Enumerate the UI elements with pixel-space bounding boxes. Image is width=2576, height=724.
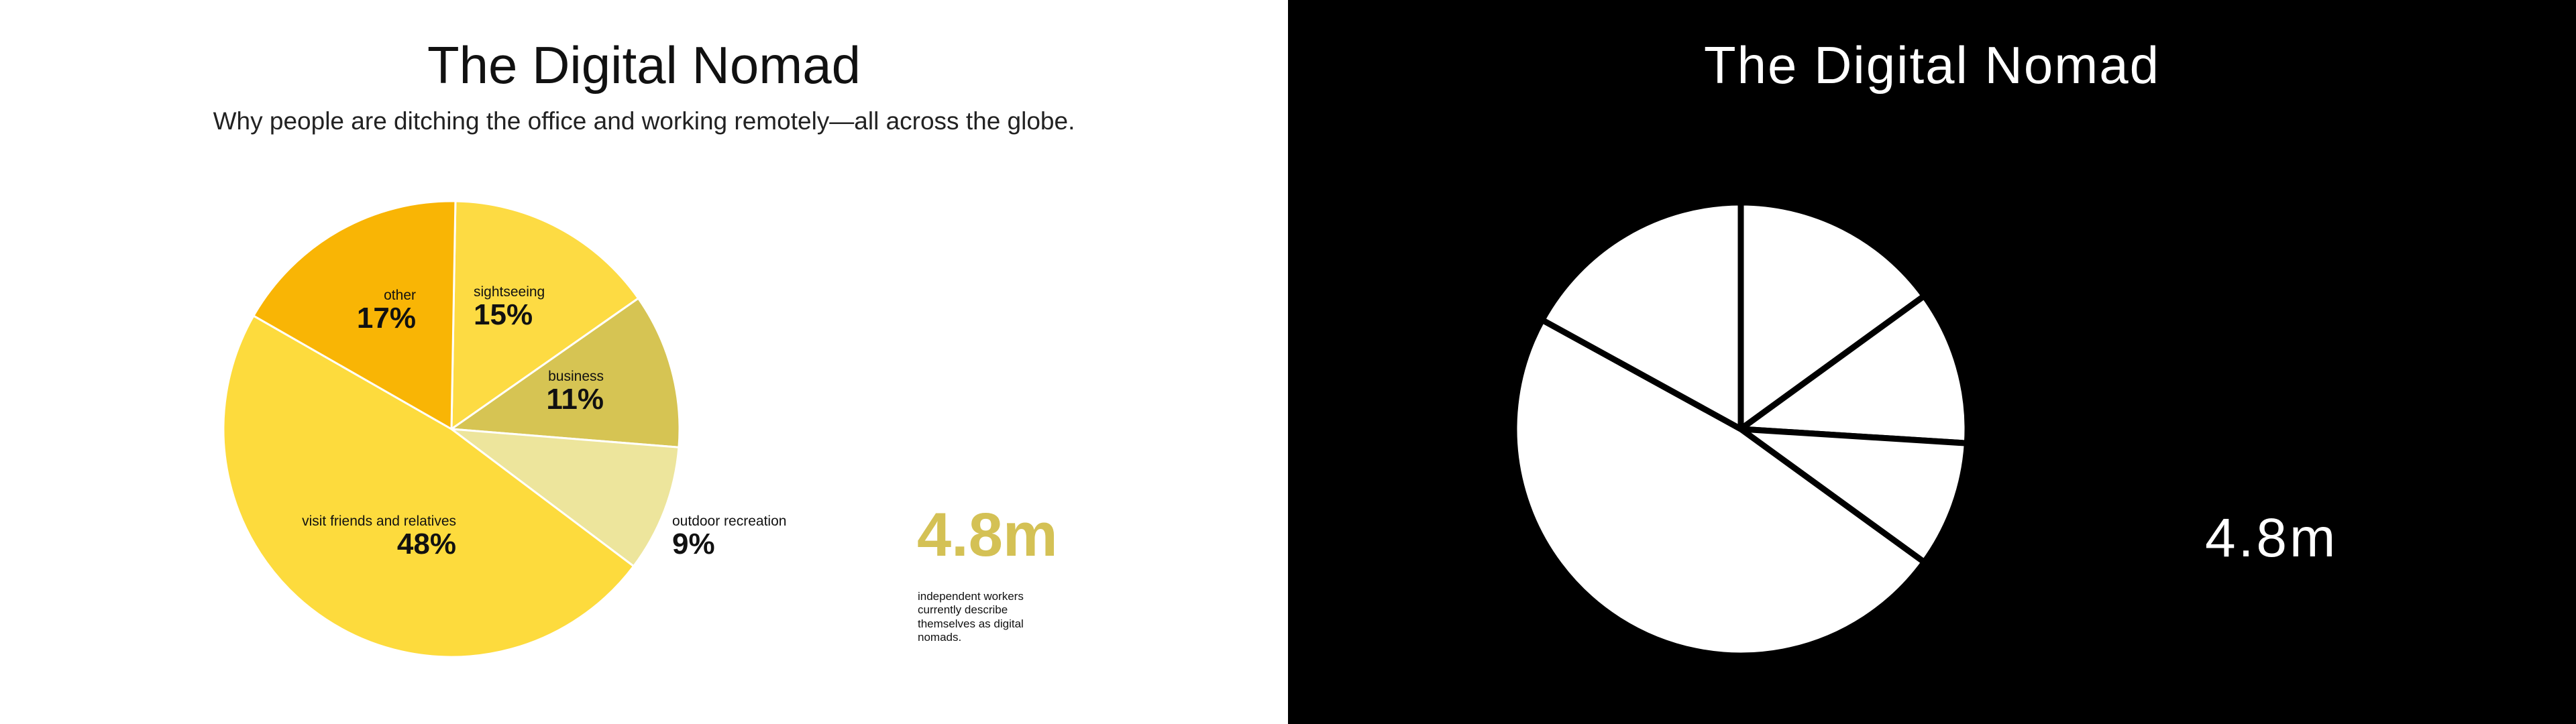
slice-category: business: [548, 369, 604, 384]
pie-slice-other: [252, 200, 457, 430]
chart-title: The Digital Nomad: [427, 36, 861, 95]
mask-pie-slice-visit-friends-and-relatives: [1511, 316, 1927, 659]
color-panel: The Digital Nomad Why people are ditchin…: [213, 36, 1075, 658]
slice-category: visit friends and relatives: [302, 514, 456, 529]
pie-slice-outdoor-recreation: [450, 428, 680, 568]
pie-slice-sightseeing: [450, 200, 640, 430]
slice-percent: 11%: [546, 383, 604, 416]
mask-pie-slice-outdoor-recreation: [1737, 426, 1970, 566]
slice-percent: 17%: [356, 302, 416, 335]
mask-pie-slice-sightseeing: [1737, 199, 1927, 432]
slice-percent: 9%: [672, 528, 715, 561]
slice-label-outdoor-recreation: outdoor recreation 9%: [672, 514, 786, 560]
slice-percent: 48%: [396, 528, 456, 561]
slice-category: sightseeing: [474, 284, 545, 300]
mask-pie-slice-other: [1539, 199, 1744, 432]
slice-label-other: other 17%: [315, 288, 416, 334]
pie-slice-visit-friends-and-relatives: [222, 314, 635, 658]
slice-percent: 15%: [474, 298, 533, 332]
pie-chart: [222, 200, 681, 658]
slice-category: outdoor recreation: [672, 514, 787, 529]
stat-value: 4.8m: [917, 501, 1058, 569]
stat-description: independent workers currently describe t…: [918, 590, 1024, 644]
slice-label-sightseeing: sightseeing 15%: [474, 284, 545, 332]
mask-panel: The Digital Nomad 4.8m: [1288, 0, 2576, 724]
chart-subtitle: Why people are ditching the office and w…: [213, 107, 1075, 135]
slice-category: other: [384, 288, 416, 303]
mask-pie-slice-business: [1737, 292, 1971, 446]
slice-label-visit-friends-and-relatives: visit friends and relatives 48%: [255, 514, 456, 560]
mask-stat-value: 4.8m: [2205, 507, 2339, 568]
pie-slice-business: [450, 297, 681, 448]
slice-label-business: business 11%: [510, 369, 604, 415]
mask-chart-title: The Digital Nomad: [1704, 36, 2160, 95]
mask-pie-chart: [1511, 199, 1971, 659]
